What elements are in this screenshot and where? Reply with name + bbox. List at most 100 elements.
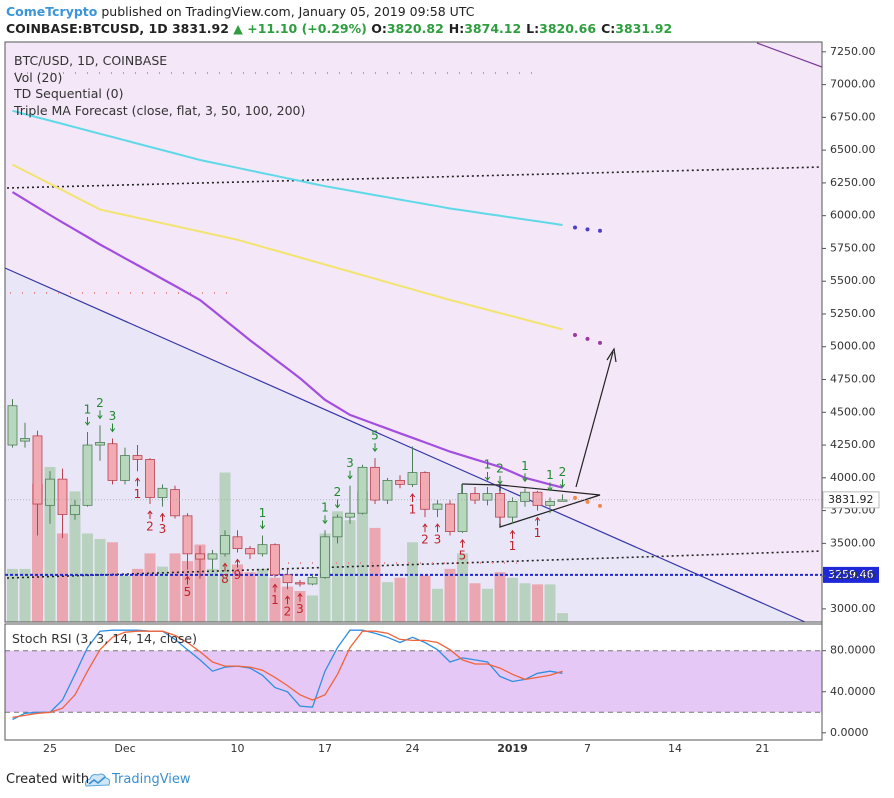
td-arrow (184, 575, 191, 585)
trend-line (5, 267, 806, 622)
td-buy-count: 2 (421, 533, 429, 547)
td-arrow (97, 410, 103, 420)
candle-body (145, 459, 155, 498)
axes: 3259.463000.003250.003500.003750.004000.… (43, 42, 880, 755)
candle-body (32, 435, 43, 505)
legend-item: Triple MA Forecast (close, flat, 3, 50, … (14, 102, 306, 118)
volume-bar (457, 553, 468, 622)
y-tick-label: 5750.00 (830, 241, 876, 254)
moving-average (12, 109, 563, 226)
td-arrow (109, 423, 116, 433)
y-tick-label: 6500.00 (830, 143, 876, 156)
volume-bar (82, 533, 93, 622)
volume-bar (44, 467, 56, 622)
brand-logo (85, 773, 111, 787)
td-buy-count: 8 (221, 572, 229, 586)
ohlc: O:3820.82 H:3874.12 L:3820.66 C:3831.92 (371, 21, 672, 36)
candle-body (332, 516, 343, 538)
y-tick-label: 4250.00 (830, 438, 876, 451)
candle-body (457, 493, 468, 532)
td-sell-count: 5 (371, 429, 379, 443)
td-arrow (284, 595, 291, 605)
volume-bar (282, 586, 293, 622)
candle-body (445, 503, 455, 532)
candle-body (495, 493, 505, 518)
td-arrow (409, 493, 416, 502)
volume-bar (57, 533, 68, 622)
candle-body (132, 455, 143, 460)
td-arrow (222, 562, 228, 572)
td-buy-count: 2 (146, 520, 154, 534)
legend-item: Vol (20) (14, 69, 63, 85)
td-sell-count: 3 (346, 456, 354, 470)
x-tick-label: Dec (114, 742, 135, 755)
volume-bar (419, 575, 431, 622)
td-buy-count: 1 (134, 487, 142, 501)
volume-bar (94, 538, 106, 622)
volume-bar (257, 568, 268, 622)
td-arrow (234, 558, 241, 568)
candle-body (320, 536, 330, 578)
volume-bar (69, 491, 81, 622)
y-tick-label: 4000.00 (830, 471, 876, 484)
td-sell-count: 1 (521, 459, 529, 473)
td-arrow (147, 510, 153, 520)
volume-bar (244, 572, 256, 622)
x-tick-label: 25 (43, 742, 57, 755)
forecast-dot (598, 228, 602, 233)
volume-bar (7, 568, 18, 622)
volume-bar (382, 582, 393, 622)
candle-body (20, 438, 30, 442)
publish-line: ComeTcrypto published on TradingView.com… (6, 4, 474, 19)
volume-bar (169, 553, 181, 622)
volume-bar (532, 584, 543, 622)
y-tick-label: 5250.00 (830, 307, 876, 320)
candle-body (307, 577, 318, 585)
td-arrow (547, 482, 553, 492)
footer-brand: TradingView (112, 772, 191, 787)
volume-bar (432, 588, 443, 622)
x-tick-label: 14 (668, 742, 682, 755)
volume-bar (132, 568, 143, 622)
volume-bar (269, 577, 281, 622)
td-arrow (509, 529, 516, 539)
volume-bar (119, 575, 131, 622)
last-price: 3831.92 (171, 21, 229, 36)
candle-body (70, 504, 80, 515)
y-tick-label: 4750.00 (830, 373, 876, 386)
last-price-box (822, 491, 880, 509)
candle-body (232, 536, 243, 549)
x-tick-label: 21 (756, 742, 770, 755)
td-sell-count: 2 (96, 396, 104, 410)
volume-bar (394, 577, 406, 622)
volume-bar (482, 588, 493, 622)
candle-body (395, 480, 405, 485)
td-arrow (422, 523, 428, 533)
forecast-arrow (575, 351, 614, 488)
volume-bar (494, 572, 506, 622)
volume-bar (357, 491, 368, 622)
td-arrow (559, 479, 566, 489)
volume-bar (194, 544, 206, 622)
td-arrow (334, 499, 341, 509)
y-tick-label: 5500.00 (830, 274, 876, 287)
td-sell-count: 1 (546, 468, 554, 482)
publish-info: published on TradingView.com, January 05… (101, 4, 475, 19)
y-tick-label: 6000.00 (830, 209, 876, 222)
volume-bar (157, 566, 168, 622)
candle-body (157, 487, 168, 498)
x-tick-label: 7 (584, 742, 591, 755)
volume-bar (232, 564, 243, 622)
ohlc-value: 3820.66 (539, 21, 597, 36)
y-tick-label: 6250.00 (830, 176, 876, 189)
legend-item: BTC/USD, 1D, COINBASE (14, 53, 168, 68)
y-tick-label: 7000.00 (830, 78, 876, 91)
volume-bar (519, 583, 531, 622)
volume-bar (19, 568, 31, 622)
volume-bar (182, 561, 193, 622)
ohlc-value: 3820.82 (386, 21, 444, 36)
td-buy-count: 1 (509, 539, 517, 553)
td-sell-count: 1 (321, 501, 329, 515)
